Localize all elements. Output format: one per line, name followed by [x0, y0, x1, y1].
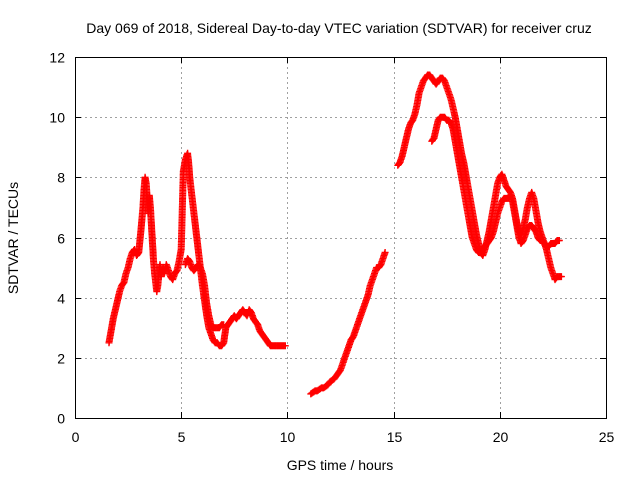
data-point-morning-lower-trace [220, 321, 228, 329]
data-point-morning [281, 342, 289, 350]
y-axis-label: SDTVAR / TECUs [5, 182, 21, 294]
x-tick-label: 5 [178, 429, 186, 445]
chart-title: Day 069 of 2018, Sidereal Day-to-day VTE… [86, 20, 592, 36]
x-tick-label: 10 [280, 429, 296, 445]
y-tick-label: 4 [57, 291, 65, 307]
y-tick-label: 6 [57, 231, 65, 247]
data-point-midday [381, 249, 389, 256]
y-tick-label: 2 [57, 351, 65, 367]
data-points [105, 71, 565, 398]
x-tick-label: 25 [599, 429, 615, 445]
x-tick-label: 15 [387, 429, 403, 445]
y-tick-label: 8 [57, 170, 65, 186]
x-axis-label: GPS time / hours [287, 457, 394, 473]
data-point-evening-lower-trace [555, 237, 563, 244]
x-tick-label: 0 [72, 429, 80, 445]
data-point-evening [557, 273, 565, 281]
x-tick-label: 20 [493, 429, 509, 445]
y-tick-label: 0 [57, 411, 65, 427]
y-tick-label: 12 [49, 50, 65, 66]
axis-ticks: 0 5 10 15 20 25 0 2 4 6 8 10 12 [49, 50, 614, 446]
grid [75, 57, 606, 418]
y-tick-label: 10 [49, 110, 65, 126]
